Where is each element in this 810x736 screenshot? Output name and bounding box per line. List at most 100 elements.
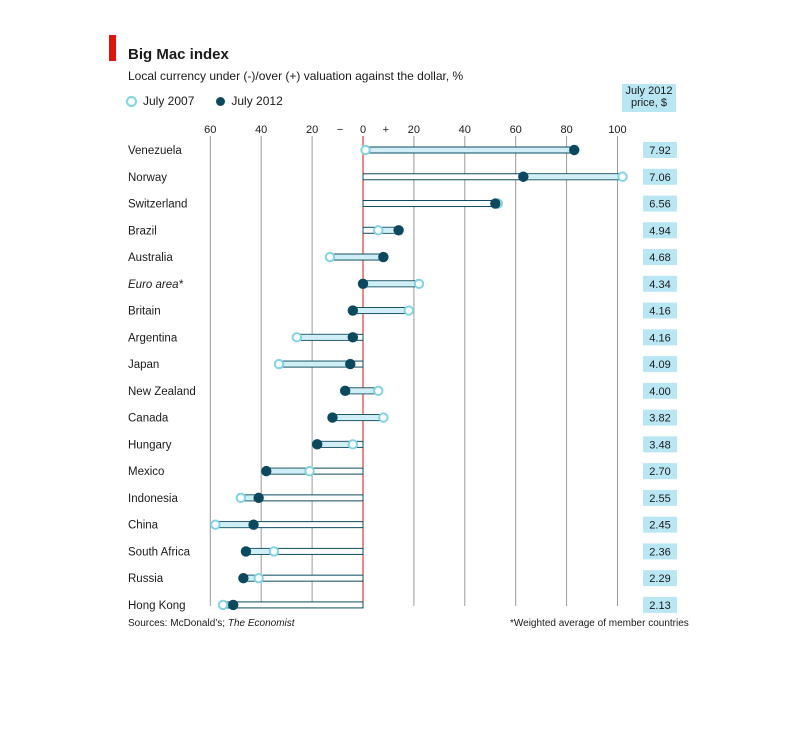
x-tick-label: 40: [255, 124, 267, 136]
connector-fill: [523, 174, 623, 180]
legend: July 2007 July 2012: [126, 94, 305, 108]
country-label: Mexico: [128, 466, 164, 478]
x-tick-label: 20: [306, 124, 318, 136]
point-2012: [345, 358, 356, 370]
minus-sign-label: −: [337, 124, 343, 136]
chart-subtitle: Local currency under (-)/over (+) valuat…: [128, 69, 464, 83]
connector-fill: [279, 361, 351, 367]
point-2007: [253, 572, 264, 584]
price-header-line2: price, $: [630, 97, 668, 109]
price-box: [643, 382, 677, 399]
point-2007: [210, 519, 221, 530]
point-2012: [357, 278, 369, 289]
footnote: *Weighted average of member countries: [510, 618, 689, 629]
connector-fill: [243, 575, 259, 581]
country-label: Russia: [128, 573, 164, 585]
price-label: 4.16: [649, 306, 670, 318]
price-label: 4.68: [649, 252, 670, 264]
point-2012: [311, 439, 323, 450]
point-2007: [268, 546, 280, 557]
x-tick-label: 80: [560, 124, 572, 136]
point-2012: [248, 519, 259, 530]
price-box: [643, 543, 677, 560]
point-2012: [490, 198, 501, 209]
connector-fill: [245, 548, 274, 554]
x-tick-label: 60: [204, 124, 216, 136]
point-2012: [253, 492, 264, 504]
country-label: Japan: [128, 359, 159, 371]
connector-fill: [296, 334, 353, 340]
price-box: [643, 356, 677, 373]
legend-label-2012: July 2012: [231, 94, 283, 108]
price-label: 4.09: [649, 359, 670, 371]
country-label: Canada: [128, 413, 169, 425]
point-2007: [378, 412, 389, 423]
x-tick-label: 0: [360, 124, 366, 136]
chart-title: Big Mac index: [128, 46, 229, 63]
price-box: [643, 570, 677, 587]
point-2007: [291, 332, 303, 343]
brand-marker: [109, 35, 116, 61]
price-box: [643, 489, 677, 506]
legend-item-2007: July 2007: [126, 94, 194, 108]
price-box: [643, 168, 677, 185]
price-box: [643, 142, 677, 158]
connector-fill: [317, 441, 353, 447]
connector-fill: [332, 415, 384, 421]
point-2007: [304, 465, 315, 477]
price-box: [643, 275, 677, 292]
price-header-line1: July 2012: [625, 85, 673, 97]
point-2012: [347, 305, 359, 316]
country-label: Britain: [128, 306, 161, 318]
price-box: [643, 329, 677, 346]
legend-item-2012: July 2012: [216, 94, 283, 108]
point-2007: [373, 385, 384, 397]
source-prefix: Sources: McDonald’s;: [128, 618, 228, 629]
price-label: 3.82: [649, 413, 670, 425]
point-2007: [324, 251, 336, 263]
price-box: [643, 516, 677, 533]
point-2012: [240, 546, 252, 557]
price-label: 4.00: [649, 386, 670, 398]
connector-fill: [345, 388, 379, 394]
price-label: 2.36: [649, 546, 670, 558]
country-label: China: [128, 520, 159, 532]
price-box: [643, 596, 677, 613]
country-label: Hong Kong: [128, 600, 186, 612]
country-label: Switzerland: [128, 199, 187, 211]
country-label: New Zealand: [128, 386, 196, 398]
x-tick-label: 20: [408, 124, 420, 136]
point-2012: [228, 599, 239, 611]
open-circle-icon: [126, 95, 137, 107]
country-label: South Africa: [128, 546, 191, 558]
connector-fill: [266, 468, 310, 474]
country-label: Argentina: [128, 332, 178, 344]
price-label: 4.16: [649, 332, 670, 344]
point-2007: [273, 358, 285, 370]
point-2007: [235, 492, 247, 504]
point-2012: [393, 225, 404, 236]
plus-sign-label: +: [383, 124, 389, 136]
connector-fill: [352, 308, 409, 314]
price-label: 3.48: [649, 439, 670, 451]
price-box: [643, 409, 677, 426]
filled-circle-icon: [216, 96, 226, 106]
price-box: [643, 436, 677, 453]
point-2012: [518, 171, 529, 182]
point-2007: [413, 278, 425, 289]
price-label: 6.56: [649, 199, 670, 211]
connector-fill: [215, 522, 254, 528]
country-label: Brazil: [128, 225, 157, 237]
price-column-header: July 2012 price, $: [622, 84, 676, 112]
price-label: 7.92: [649, 145, 670, 157]
connector-fill: [240, 495, 259, 501]
source-note: Sources: McDonald’s; The Economist: [128, 618, 295, 629]
country-label: Indonesia: [128, 493, 178, 505]
point-2012: [378, 251, 389, 263]
country-label: Norway: [128, 172, 167, 184]
connector-fill: [378, 227, 399, 233]
point-2007: [217, 599, 229, 611]
price-box: [643, 222, 677, 239]
point-2012: [261, 465, 272, 477]
